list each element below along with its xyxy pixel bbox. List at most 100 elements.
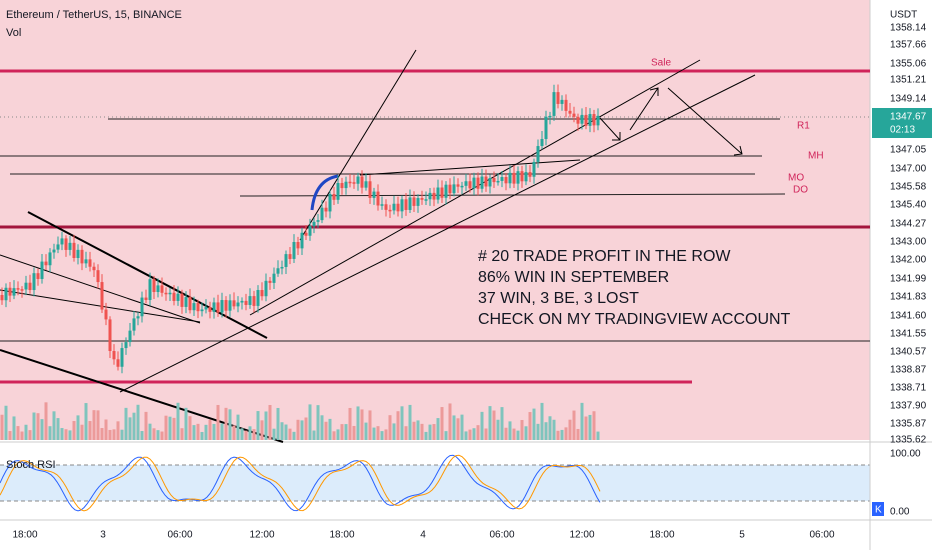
candle-body xyxy=(396,203,400,212)
candle-body xyxy=(232,300,236,307)
stoch-top: 100.00 xyxy=(890,449,921,460)
price-label: 1347.00 xyxy=(890,164,927,175)
volume-bar xyxy=(108,429,112,440)
note-line: 86% WIN IN SEPTEMBER xyxy=(478,269,669,286)
price-label: 1341.55 xyxy=(890,329,927,340)
volume-bar xyxy=(356,406,360,440)
volume-bar xyxy=(276,407,280,440)
volume-bar xyxy=(372,427,376,440)
candle-body xyxy=(456,184,460,187)
candle-body xyxy=(556,92,560,104)
volume-bar xyxy=(236,414,240,440)
candle-body xyxy=(184,297,188,307)
candle-body xyxy=(128,330,132,343)
k-tag[interactable]: K xyxy=(875,505,882,516)
candle-body xyxy=(532,161,536,177)
volume-bar xyxy=(60,428,64,440)
volume-bar xyxy=(588,414,592,440)
candles xyxy=(0,84,600,374)
candle-body xyxy=(424,199,428,201)
candle-body xyxy=(596,115,600,126)
volume-bar xyxy=(556,430,560,440)
volume-bar xyxy=(596,431,600,440)
volume-bar xyxy=(224,407,228,440)
candle-body xyxy=(48,252,52,266)
volume-bar xyxy=(192,425,196,440)
candle-body xyxy=(80,249,84,264)
candle-body xyxy=(240,300,244,303)
candle-body xyxy=(328,194,332,212)
volume-bar xyxy=(72,421,76,440)
time-label: 12:00 xyxy=(569,530,594,541)
candle-body xyxy=(252,296,256,306)
candle-body xyxy=(160,285,164,293)
countdown: 02:13 xyxy=(890,125,915,136)
candle-body xyxy=(28,282,32,291)
candle-body xyxy=(0,295,4,301)
price-label: 1358.14 xyxy=(890,23,927,34)
stoch-k xyxy=(0,454,601,512)
stoch-title: Stoch RSI xyxy=(6,459,56,471)
volume-bar xyxy=(180,428,184,440)
volume-bar xyxy=(548,416,552,440)
candle-body xyxy=(84,259,88,264)
candle-body xyxy=(400,199,404,212)
volume-bar xyxy=(196,423,200,440)
volume-bar xyxy=(436,418,440,440)
candle-body xyxy=(316,220,320,222)
candle-body xyxy=(208,307,212,312)
candle-body xyxy=(368,181,372,198)
candle-body xyxy=(248,296,252,305)
volume-bar xyxy=(268,404,272,440)
candle-body xyxy=(112,350,116,360)
candle-body xyxy=(52,249,56,253)
candle-body xyxy=(256,290,260,306)
candle-body xyxy=(384,204,388,210)
symbol: Ethereum / TetherUS, 15, BINANCE xyxy=(6,9,182,21)
candle-body xyxy=(516,171,520,184)
volume-bar xyxy=(380,431,384,440)
volume-bar xyxy=(128,417,132,440)
candle-body xyxy=(536,146,540,162)
price-label: 1347.67 xyxy=(890,112,927,123)
candle-body xyxy=(92,266,96,271)
volume-bar xyxy=(440,407,444,440)
price-label: 1349.14 xyxy=(890,94,927,105)
candle-body xyxy=(68,242,72,250)
candle-body xyxy=(520,171,524,182)
candle-body xyxy=(348,181,352,184)
volume-bar xyxy=(376,426,380,440)
price-label: 1335.87 xyxy=(890,419,927,430)
candle-body xyxy=(340,183,344,189)
volume-bar xyxy=(464,431,468,440)
volume-bar xyxy=(576,428,580,440)
candle-body xyxy=(4,287,8,301)
candle-body xyxy=(432,192,436,200)
price-label: 1357.66 xyxy=(890,40,927,51)
candle-body xyxy=(300,232,304,249)
candle-body xyxy=(388,209,392,212)
candle-body xyxy=(280,266,284,269)
level-mo: MO xyxy=(788,173,804,184)
volume-bar xyxy=(88,421,92,440)
time-label: 18:00 xyxy=(329,530,354,541)
volume-bar xyxy=(296,419,300,440)
candle-body xyxy=(76,249,80,258)
candle-body xyxy=(412,197,416,206)
volume-bar xyxy=(252,429,256,440)
candle-body xyxy=(56,244,60,250)
candle-body xyxy=(524,172,528,182)
candle-body xyxy=(436,187,440,200)
candle-body xyxy=(416,198,420,206)
candle-body xyxy=(448,184,452,194)
candle-body xyxy=(508,172,512,184)
volume-bar xyxy=(408,404,412,440)
volume-bar xyxy=(204,424,208,440)
volume-bar xyxy=(476,425,480,440)
candle-body xyxy=(320,207,324,221)
candle-body xyxy=(120,348,124,367)
volume-bar xyxy=(292,431,296,440)
volume-bar xyxy=(132,412,136,440)
volume-bar xyxy=(244,430,248,440)
candle-body xyxy=(476,177,480,189)
